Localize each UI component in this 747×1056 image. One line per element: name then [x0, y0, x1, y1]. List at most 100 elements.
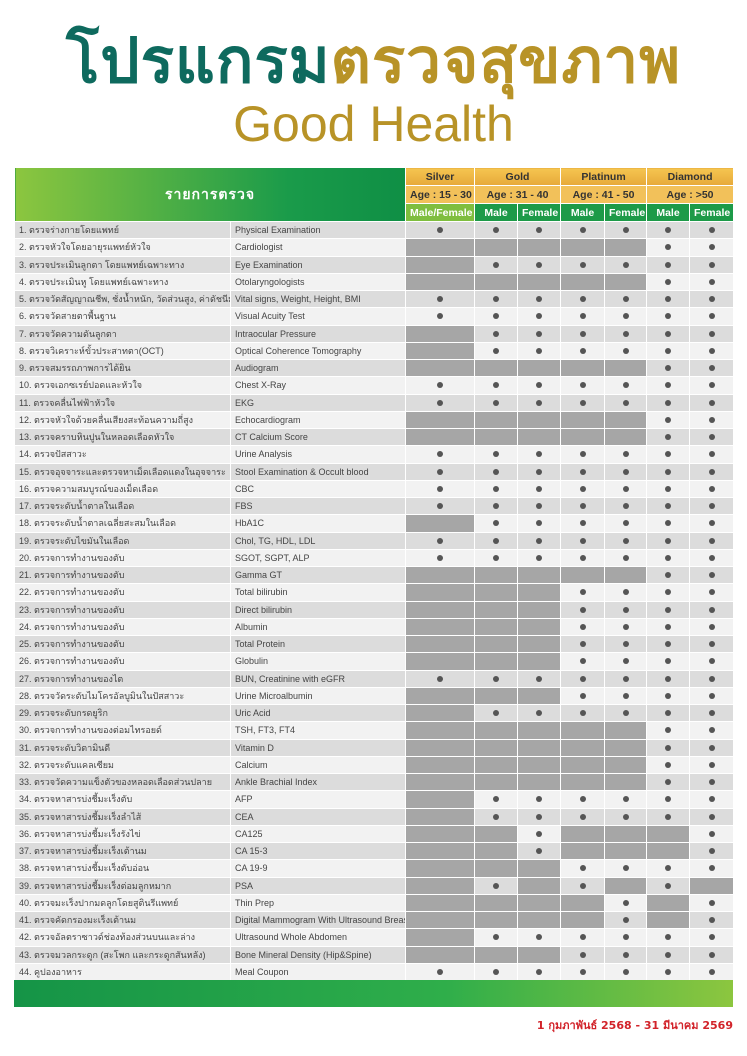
dot-icon — [536, 347, 542, 354]
dot-icon — [579, 882, 586, 889]
included-cell — [516, 824, 562, 844]
dot-icon — [708, 451, 715, 458]
included-cell — [560, 634, 606, 654]
dot-icon — [493, 399, 499, 406]
item-english: FBS — [230, 496, 406, 516]
table-row: 32. ตรวจระดับแคลเซียม Calcium — [14, 755, 735, 775]
included-cell — [646, 565, 691, 585]
dot-icon — [536, 468, 542, 475]
dot-icon — [579, 261, 586, 268]
included-cell — [689, 514, 735, 533]
included-cell — [474, 341, 518, 361]
included-cell — [689, 945, 735, 964]
included-cell — [560, 686, 606, 706]
item-english: SGOT, SGPT, ALP — [230, 548, 406, 568]
table-row: 18. ตรวจระดับน้ำตาลเฉลี่ยสะสมในเลือด HbA1… — [14, 514, 735, 533]
included-cell — [689, 824, 735, 844]
included-cell — [604, 634, 648, 654]
item-english: Chest X-Ray — [230, 376, 406, 395]
included-cell — [560, 669, 606, 688]
dot-icon — [536, 451, 542, 458]
included-cell — [646, 669, 691, 688]
dot-icon — [665, 572, 672, 579]
not-included-cell — [474, 686, 518, 706]
dot-icon — [665, 365, 672, 372]
dot-icon — [665, 468, 672, 475]
included-cell — [474, 376, 518, 395]
dot-icon — [708, 416, 715, 423]
dot-icon — [665, 416, 672, 423]
included-cell — [646, 617, 691, 637]
not-included-cell — [405, 634, 475, 654]
dot-icon — [708, 830, 715, 837]
item-thai: 39. ตรวจหาสารบ่งชี้มะเร็งต่อมลูกหมาก — [14, 876, 231, 895]
not-included-cell — [405, 565, 475, 585]
included-cell — [646, 945, 691, 964]
included-cell — [604, 255, 648, 274]
not-included-cell — [516, 772, 562, 792]
item-thai: 2. ตรวจหัวใจโดยอายุรแพทย์หัวใจ — [14, 238, 231, 257]
table-row: 17. ตรวจระดับน้ำตาลในเลือด FBS — [14, 496, 735, 516]
item-english: EKG — [230, 393, 406, 412]
tier-gold: Gold — [473, 167, 562, 186]
dot-icon — [665, 451, 672, 458]
included-cell — [516, 669, 562, 688]
dot-icon — [622, 710, 629, 717]
included-cell — [560, 496, 606, 516]
not-included-cell — [405, 583, 475, 602]
item-english: CA 15-3 — [230, 841, 406, 861]
not-included-cell — [516, 910, 562, 930]
not-included-cell — [604, 238, 648, 257]
dot-icon — [579, 537, 586, 544]
not-included-cell — [405, 410, 475, 430]
included-cell — [646, 686, 691, 706]
included-cell — [689, 686, 735, 706]
not-included-cell — [474, 427, 518, 447]
dot-icon — [622, 554, 629, 561]
item-thai: 28. ตรวจวัดระดับไมโครอัลบูมินในปัสสาวะ — [14, 686, 231, 706]
not-included-cell — [560, 721, 606, 740]
not-included-cell — [405, 945, 475, 964]
not-included-cell — [405, 255, 475, 274]
included-cell — [516, 531, 562, 550]
included-cell — [516, 928, 562, 947]
dot-icon — [665, 537, 672, 544]
included-cell — [474, 514, 518, 533]
not-included-cell — [405, 807, 475, 826]
included-cell — [689, 772, 735, 792]
dot-icon — [437, 468, 443, 475]
item-thai: 31. ตรวจระดับวิตามินดี — [14, 738, 231, 757]
dot-icon — [536, 330, 542, 337]
dot-icon — [536, 813, 542, 820]
not-included-cell — [604, 841, 648, 861]
dot-icon — [622, 623, 629, 630]
table-row: 20. ตรวจการทำงานของตับ SGOT, SGPT, ALP — [14, 548, 735, 568]
dot-icon — [622, 917, 629, 924]
dot-icon — [708, 503, 715, 510]
not-included-cell — [405, 790, 475, 809]
included-cell — [474, 307, 518, 326]
sex-header: Male/Female — [405, 203, 475, 222]
item-english: TSH, FT3, FT4 — [230, 721, 406, 740]
included-cell — [560, 445, 606, 464]
included-cell — [604, 307, 648, 326]
item-thai: 27. ตรวจการทำงานของไต — [14, 669, 231, 688]
included-cell — [516, 289, 562, 309]
dot-icon — [708, 865, 715, 872]
item-english: BUN, Creatinine with eGFR — [230, 669, 406, 688]
included-cell — [646, 358, 691, 378]
included-cell — [689, 565, 735, 585]
included-cell — [646, 859, 691, 878]
included-cell — [560, 324, 606, 343]
not-included-cell — [560, 410, 606, 430]
included-cell — [516, 807, 562, 826]
included-cell — [689, 738, 735, 757]
item-thai: 14. ตรวจปัสสาวะ — [14, 445, 231, 464]
included-cell — [689, 703, 735, 723]
not-included-cell — [474, 565, 518, 585]
included-cell — [405, 962, 475, 982]
included-cell — [646, 514, 691, 533]
dot-icon — [437, 313, 443, 320]
dot-icon — [622, 330, 629, 337]
included-cell — [516, 703, 562, 723]
